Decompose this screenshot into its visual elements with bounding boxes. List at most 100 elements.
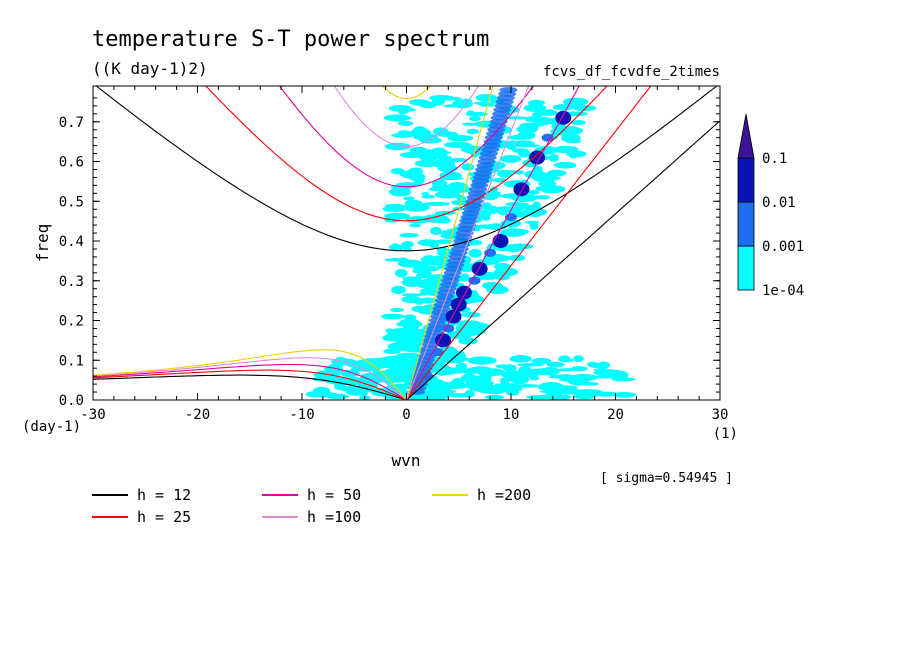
rossby-wave-curve: [93, 369, 407, 400]
power-region: [397, 106, 409, 115]
chart-title: temperature S-T power spectrum: [92, 27, 489, 52]
x-unit-label: (1): [713, 426, 738, 442]
power-region: [556, 374, 574, 379]
power-region: [385, 115, 413, 121]
gravity-wave-curve: [95, 86, 718, 252]
power-peak: [435, 333, 452, 348]
power-region: [452, 99, 474, 109]
chart-units: ((K day-1)2): [92, 59, 208, 78]
power-region: [385, 203, 405, 209]
power-region: [477, 371, 502, 376]
colorbar-label: 0.1: [762, 151, 787, 167]
power-region: [567, 376, 589, 386]
power-region: [528, 190, 540, 195]
axis-ticks: -30 -20 -10 0 10 20 30 0.0 0.1 0.2 0.3 0.4 0.5 0.6 0.7: [59, 86, 728, 423]
power-region: [340, 369, 360, 378]
power-region: [561, 133, 581, 143]
power-region: [447, 135, 474, 142]
kelvin-wave-curve: [405, 86, 494, 400]
power-region: [336, 385, 364, 392]
kelvin-wave-curve: [406, 86, 580, 400]
power-peak: [492, 234, 509, 249]
power-peak: [541, 133, 554, 142]
power-region: [538, 109, 558, 116]
power-region: [572, 393, 597, 400]
power-region: [504, 202, 529, 207]
power-region: [509, 355, 532, 363]
power-peak: [513, 182, 530, 197]
power-region: [430, 226, 442, 236]
power-region: [434, 389, 455, 394]
power-region: [434, 239, 453, 244]
power-region: [399, 233, 419, 238]
power-region: [411, 269, 430, 274]
power-region: [419, 155, 439, 161]
power-peak: [431, 348, 444, 357]
power-region: [423, 201, 450, 206]
power-region: [362, 363, 390, 369]
power-region: [589, 363, 605, 369]
power-region: [512, 148, 530, 154]
legend-label: h =100: [307, 508, 361, 526]
run-label: fcvs_df_fcvdfe_2times: [543, 64, 720, 80]
x-tick-label: -30: [80, 407, 105, 423]
power-region: [495, 364, 513, 369]
colorbar-segment: [737, 245, 755, 291]
power-region: [485, 385, 509, 393]
power-region: [531, 357, 552, 365]
power-region: [612, 392, 637, 398]
power-region: [506, 145, 517, 150]
gravity-wave-curve: [381, 86, 432, 100]
power-region: [403, 202, 430, 212]
sigma-label: [ sigma=0.54945 ]: [600, 471, 733, 486]
power-region: [339, 377, 366, 386]
power-region: [461, 163, 475, 171]
legend-label: h = 25: [137, 508, 191, 526]
x-tick-label: 20: [607, 407, 624, 423]
power-region: [403, 196, 415, 201]
power-region: [468, 115, 481, 122]
power-region: [483, 194, 498, 201]
power-region: [499, 86, 518, 93]
power-region: [548, 153, 559, 162]
power-region: [390, 307, 405, 313]
colorbar-extension: [737, 113, 755, 159]
power-region: [443, 141, 472, 149]
power-region: [434, 191, 461, 199]
power-region: [442, 348, 459, 357]
y-tick-label: 0.0: [59, 393, 84, 409]
gravity-wave-curve: [333, 86, 480, 148]
power-region: [492, 177, 506, 183]
x-tick-label: 10: [503, 407, 520, 423]
kelvin-wave-curve: [405, 86, 530, 400]
power-region: [479, 102, 495, 107]
power-region: [481, 281, 503, 290]
y-tick-label: 0.2: [59, 314, 84, 330]
power-region: [546, 169, 567, 177]
colorbar-label: 1e-04: [762, 283, 804, 299]
legend-label: h =200: [477, 486, 531, 504]
power-region: [531, 368, 558, 376]
power-region: [421, 192, 430, 196]
y-tick-label: 0.5: [59, 194, 84, 210]
power-region: [554, 161, 577, 169]
power-region: [507, 243, 534, 250]
rossby-wave-curve: [93, 363, 407, 400]
power-region: [345, 361, 370, 367]
power-region: [413, 128, 432, 137]
power-region: [480, 224, 506, 230]
power-region: [611, 377, 636, 382]
power-region: [409, 223, 422, 228]
power-region: [464, 389, 475, 398]
power-region: [398, 120, 414, 126]
y-tick-label: 0.7: [59, 115, 84, 131]
power-region: [523, 123, 539, 132]
y-tick-label: 0.4: [59, 234, 84, 250]
power-region: [384, 142, 411, 151]
power-peak: [455, 285, 472, 300]
power-region: [409, 146, 428, 154]
power-region: [573, 389, 601, 394]
power-region: [397, 130, 412, 137]
power-region: [563, 126, 579, 132]
power-region: [436, 131, 459, 137]
